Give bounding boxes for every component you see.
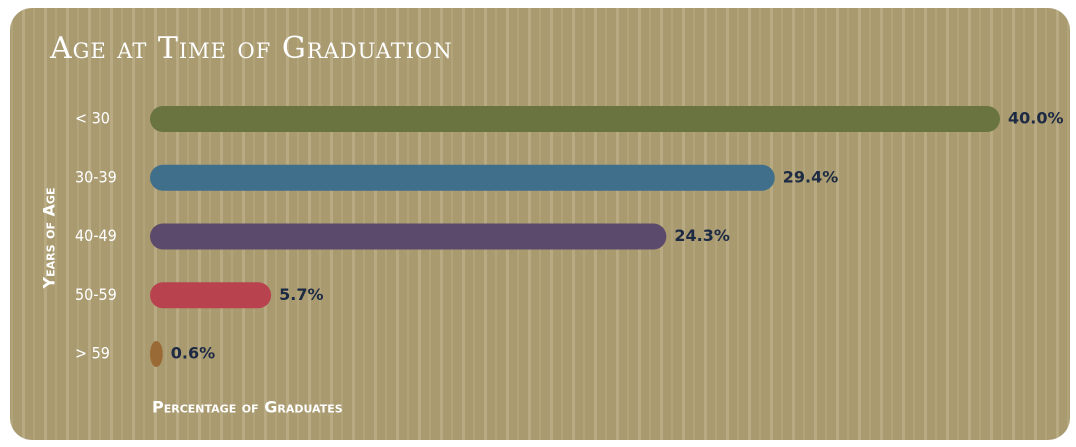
y-tick-label: > 59 — [75, 344, 110, 363]
bar — [150, 106, 1000, 132]
value-label: 5.7% — [279, 285, 323, 304]
value-label: 40.0% — [1008, 109, 1064, 128]
value-label: 0.6% — [171, 344, 215, 363]
value-label: 24.3% — [674, 226, 730, 245]
value-label: 29.4% — [783, 167, 839, 186]
y-tick-label: < 30 — [75, 109, 110, 128]
bar — [150, 282, 272, 309]
bar — [150, 164, 775, 191]
chart-title: Age at Time of Graduation — [49, 31, 453, 66]
y-tick-label: 50-59 — [75, 285, 117, 304]
y-axis-label: Years of Age — [40, 188, 59, 290]
bar — [150, 341, 163, 367]
y-tick-label: 30-39 — [75, 167, 117, 186]
bar — [150, 223, 667, 250]
x-axis-label: Percentage of Graduates — [152, 398, 343, 417]
y-tick-label: 40-49 — [75, 226, 117, 245]
